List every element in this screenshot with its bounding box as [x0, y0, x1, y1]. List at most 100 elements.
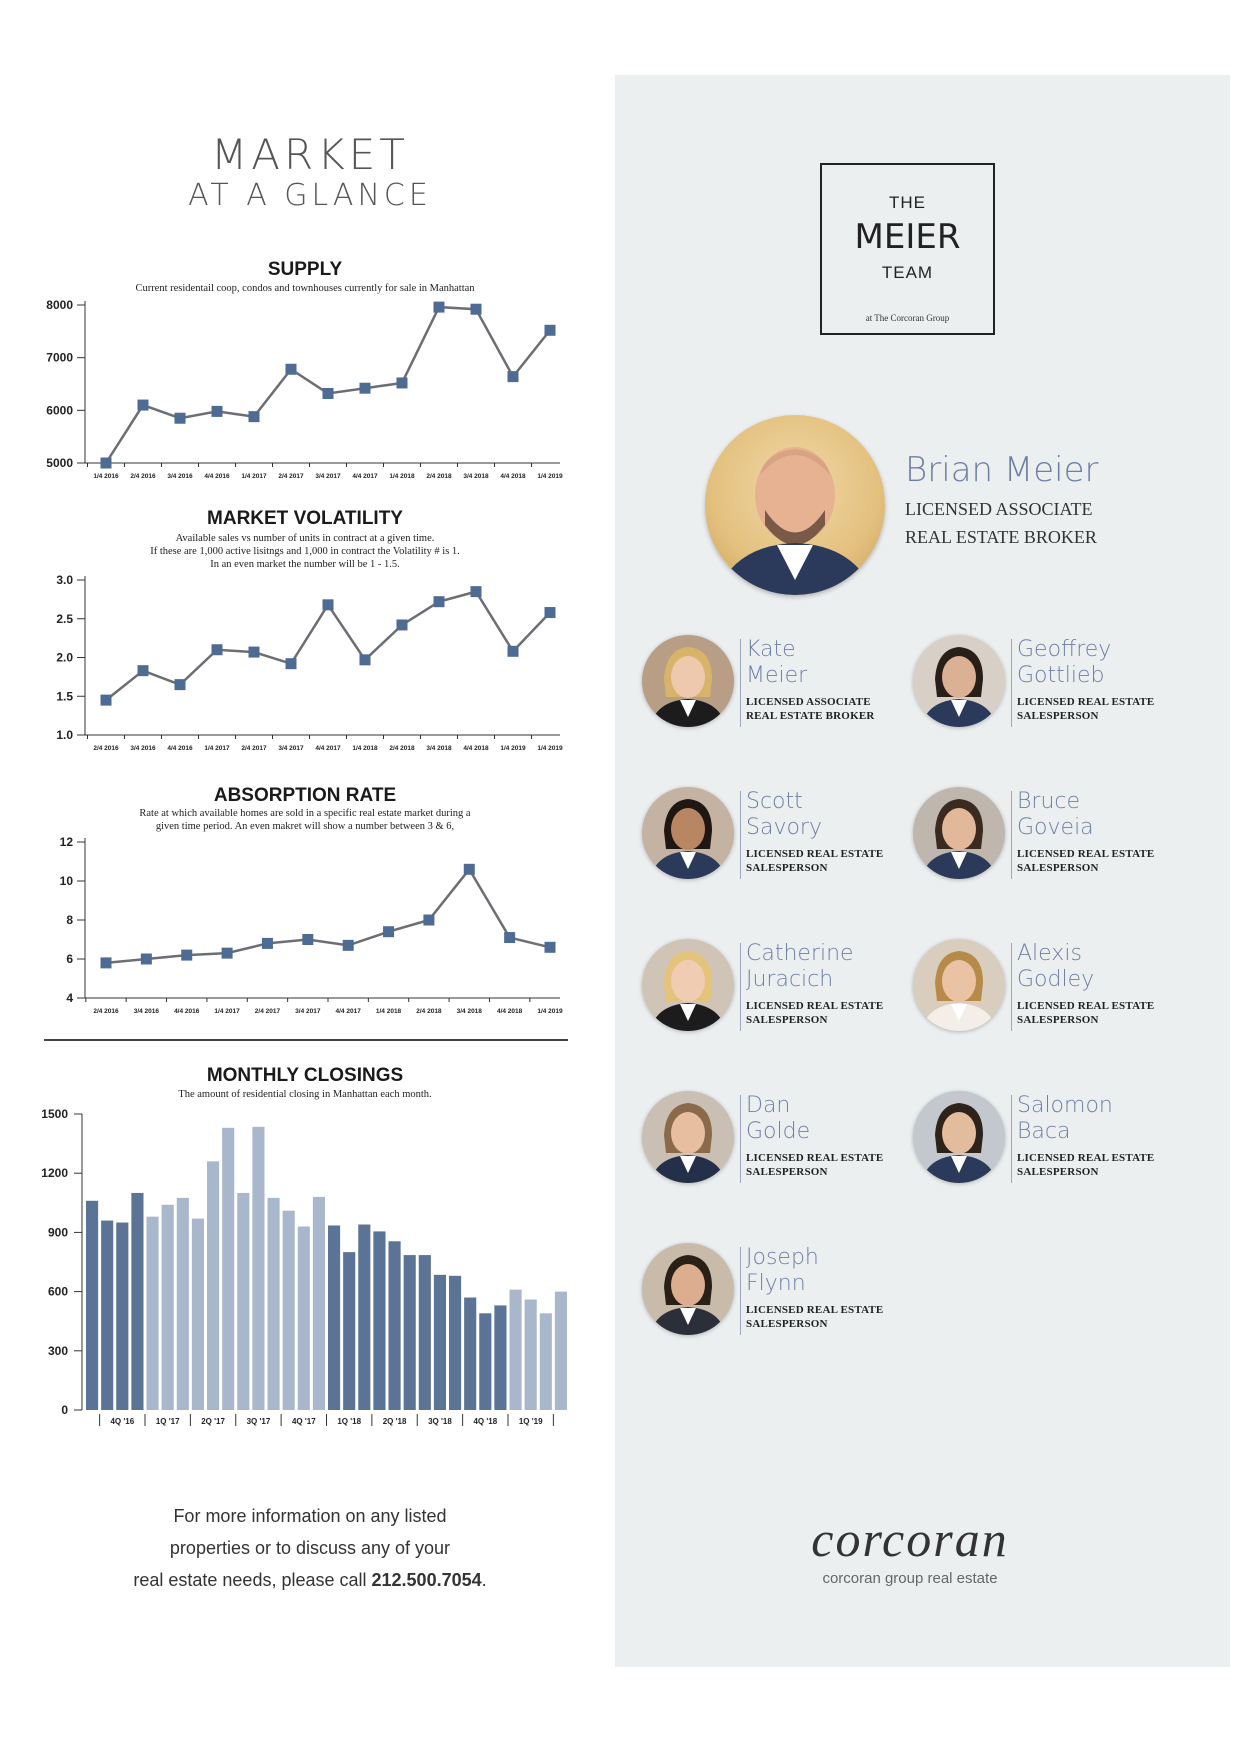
agent-name: Scott Savory [746, 789, 822, 840]
contact-line1: For more information on any listed [173, 1506, 447, 1526]
meier-team-logo: THE MEIER TEAM at The Corcoran Group [820, 163, 995, 335]
volatility-line-chart: 1.0 1.5 2.0 2.5 3.0 2/4 2016 3/4 2016 4/4 2016 1… [56, 573, 563, 752]
x-tick-label: 3/4 2017 [295, 1008, 321, 1015]
bar [524, 1299, 537, 1410]
closings-chart-subtitle: The amount of residential closing in Man… [178, 1089, 432, 1100]
phone-number[interactable]: 212.500.7054 [371, 1570, 482, 1590]
bar [297, 1226, 310, 1410]
data-point [137, 665, 149, 677]
x-tick-label: 1/4 2019 [537, 473, 563, 480]
lead-agent-title: LICENSED ASSOCIATE REAL ESTATE BROKER [905, 495, 1097, 551]
x-tick-label: 1/4 2018 [376, 1008, 402, 1015]
bar [509, 1289, 522, 1410]
y-tick-label: 6000 [46, 403, 73, 417]
x-tick-label: 1/4 2017 [214, 1008, 240, 1015]
agent-photo [642, 635, 734, 727]
market-panel: MARKET AT A GLANCE SUPPLY Current reside… [0, 0, 615, 1755]
x-tick-label: 1/4 2018 [352, 745, 378, 752]
x-tick-label: 2/4 2016 [93, 1008, 119, 1015]
bar [539, 1313, 552, 1410]
y-tick-label: 7000 [46, 351, 73, 365]
data-point [396, 377, 408, 389]
agent-divider [740, 943, 741, 1031]
y-tick-label: 5000 [46, 456, 73, 470]
data-point [544, 941, 556, 953]
lead-agent-name: Brian Meier [905, 450, 1099, 490]
data-point [470, 303, 482, 315]
bar [343, 1252, 356, 1410]
data-point [302, 934, 314, 945]
agent-role: LICENSED ASSOCIATE REAL ESTATE BROKER [746, 696, 875, 722]
corcoran-tagline: corcoran group real estate [822, 1570, 998, 1587]
data-point [211, 405, 223, 417]
data-point [211, 644, 223, 656]
agent-photo [913, 787, 1005, 879]
y-tick-label: 4 [66, 991, 73, 1005]
x-tick-label: 1Q '17 [156, 1417, 180, 1426]
agent-divider [740, 1247, 741, 1335]
volatility-subtitle-line3: In an even market the number will be 1 -… [210, 559, 400, 570]
x-tick-label: 1Q '18 [337, 1417, 361, 1426]
agent-role: LICENSED REAL ESTATE SALESPERSON [746, 1152, 884, 1178]
data-point [248, 646, 260, 658]
x-tick-label: 1/4 2018 [389, 473, 415, 480]
agent-card: Geoffrey Gottlieb LICENSED REAL ESTATE SA… [913, 635, 1193, 735]
bar [388, 1241, 401, 1410]
x-tick-label: 3/4 2017 [315, 473, 341, 480]
y-tick-label: 2.0 [56, 651, 73, 665]
y-tick-label: 3.0 [56, 573, 73, 587]
x-tick-label: 2/4 2018 [426, 473, 452, 480]
agent-divider [1011, 1095, 1012, 1183]
agent-divider [1011, 943, 1012, 1031]
corcoran-logo: corcoran corcoran group real estate [745, 1510, 1075, 1587]
agent-card: Dan Golde LICENSED REAL ESTATE SALESPERSO… [642, 1091, 922, 1191]
x-tick-label: 3Q '18 [428, 1417, 452, 1426]
data-point [423, 914, 435, 926]
data-point [100, 694, 112, 706]
bar [282, 1210, 295, 1410]
bar [116, 1222, 129, 1410]
data-point [174, 412, 186, 424]
absorption-subtitle-line1: Rate at which available homes are sold i… [139, 808, 471, 819]
x-tick-label: 4Q '17 [292, 1417, 316, 1426]
y-tick-label: 300 [48, 1344, 68, 1358]
bar [131, 1192, 144, 1410]
data-point [504, 932, 516, 944]
agent-name: Salomon Baca [1017, 1093, 1113, 1144]
y-tick-label: 6 [66, 952, 73, 966]
x-tick-label: 1/4 2016 [93, 473, 119, 480]
x-tick-label: 2/4 2017 [241, 745, 267, 752]
y-tick-label: 1.0 [56, 728, 73, 742]
data-point [359, 382, 371, 394]
agent-name: Kate Meier [746, 637, 808, 688]
y-tick-label: 12 [60, 835, 74, 849]
logo-the: THE [889, 193, 926, 212]
agent-divider [1011, 639, 1012, 727]
agent-card: Salomon Baca LICENSED REAL ESTATE SALESPE… [913, 1091, 1193, 1191]
data-point [359, 654, 371, 666]
x-tick-label: 4/4 2016 [174, 1008, 200, 1015]
lead-title-line1: LICENSED ASSOCIATE [905, 499, 1093, 519]
bar [207, 1161, 220, 1410]
agent-photo [642, 1091, 734, 1183]
bar [479, 1313, 492, 1410]
contact-info: For more information on any listed prope… [60, 1500, 560, 1596]
agent-divider [740, 791, 741, 879]
data-point [470, 586, 482, 598]
agent-photo [913, 635, 1005, 727]
agent-role: LICENSED REAL ESTATE SALESPERSON [746, 1304, 884, 1330]
volatility-subtitle-line1: Available sales vs number of units in co… [175, 533, 435, 544]
volatility-chart-subtitle: Available sales vs number of units in co… [60, 532, 550, 571]
agent-divider [740, 1095, 741, 1183]
data-point [544, 324, 556, 336]
agent-card: Scott Savory LICENSED REAL ESTATE SALESPE… [642, 787, 922, 887]
bar [191, 1218, 204, 1410]
data-point [100, 957, 112, 969]
bar [494, 1305, 507, 1410]
agent-role: LICENSED REAL ESTATE SALESPERSON [1017, 848, 1155, 874]
data-point [181, 949, 193, 961]
bar [418, 1255, 431, 1410]
x-tick-label: 2/4 2016 [93, 745, 119, 752]
y-tick-label: 600 [48, 1285, 68, 1299]
data-point [322, 387, 334, 399]
